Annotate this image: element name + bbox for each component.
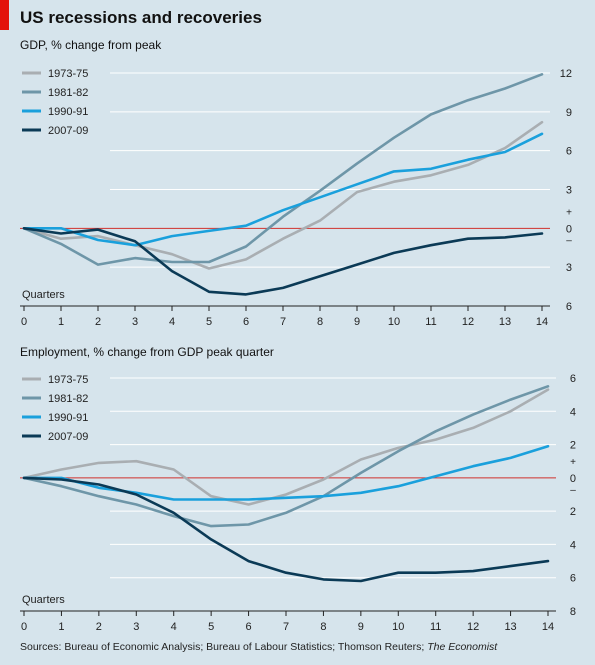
chart2-x-axis-title: Quarters [22,594,65,606]
chart2-x-tick-label: 5 [208,621,214,633]
chart1-x-tick-label: 3 [132,316,138,328]
chart2-x-tick-label: 1 [58,621,64,633]
source-publication: The Economist [427,641,498,653]
chart2-y-tick-label: 2 [570,506,576,518]
chart1-y-tick-label: 12 [560,68,572,80]
chart1-legend-label: 1981-82 [48,87,88,99]
chart1-series-line-1973-75 [22,120,544,270]
chart2-subtitle: Employment, % change from GDP peak quart… [20,345,274,359]
chart2-minus-sign: – [570,485,576,496]
chart2-series-line-1990-91 [22,444,550,501]
chart1-x-tick-label: 11 [425,316,436,328]
chart2-y-tick-label: 0 [570,473,576,485]
chart2-x-tick-label: 11 [430,621,441,633]
chart1-plus-sign: + [566,207,572,218]
chart1-series-line-1990-91 [22,132,544,247]
chart2-x-tick-label: 7 [283,621,289,633]
source-text: Sources: Bureau of Economic Analysis; Bu… [20,641,428,653]
chart2-legend-label: 1973-75 [48,374,88,386]
chart2-legend-label: 2007-09 [48,431,88,443]
source-note: Sources: Bureau of Economic Analysis; Bu… [20,641,497,653]
chart2-legend-label: 1981-82 [48,393,88,405]
chart2-plus-sign: + [570,457,576,468]
chart2-y-tick-label: 2 [570,440,576,452]
chart1-series-line-2007-09 [22,227,544,296]
chart1-x-tick-label: 12 [462,316,474,328]
chart2-series-line-2007-09 [22,476,550,583]
chart2-x-tick-label: 13 [504,621,516,633]
chart1-x-tick-label: 10 [388,316,400,328]
chart2-x-tick-label: 6 [246,621,252,633]
chart1-x-tick-label: 0 [21,316,27,328]
chart1-minus-sign: – [566,235,572,246]
chart1-x-tick-label: 13 [499,316,511,328]
chart2-x-tick-label: 4 [171,621,177,633]
chart1-x-tick-label: 8 [317,316,323,328]
chart1-x-tick-label: 4 [169,316,175,328]
chart2-x-tick-label: 12 [467,621,479,633]
chart1-y-tick-label: 0 [566,223,572,235]
chart1-x-axis-title: Quarters [22,289,65,301]
chart2-y-tick-label: 4 [570,406,576,418]
chart1-x-tick-label: 9 [354,316,360,328]
chart1-legend-label: 1990-91 [48,106,88,118]
chart1-legend-label: 2007-09 [48,125,88,137]
chart2-series-line-1981-82 [22,385,550,528]
chart2-x-tick-label: 9 [358,621,364,633]
chart1-x-tick-label: 14 [536,316,548,328]
chart1-y-tick-label: 6 [566,146,572,158]
chart1-y-tick-label: 6 [566,301,572,313]
chart2-y-tick-label: 6 [570,373,576,385]
chart2-x-tick-label: 0 [21,621,27,633]
chart1-x-tick-label: 7 [280,316,286,328]
chart2-y-tick-label: 4 [570,539,576,551]
chart1-y-tick-label: 3 [566,262,572,274]
chart1-series-line-1981-82 [22,73,544,266]
chart1-subtitle: GDP, % change from peak [20,38,162,52]
employment-chart: Employment, % change from GDP peak quart… [20,345,576,633]
chart2-x-tick-label: 2 [96,621,102,633]
chart2-y-tick-label: 8 [570,606,576,618]
chart1-x-tick-label: 1 [58,316,64,328]
chart2-legend-label: 1990-91 [48,412,88,424]
brand-red-tab [0,0,9,30]
chart2-x-tick-label: 10 [392,621,404,633]
chart1-y-tick-label: 3 [566,185,572,197]
chart1-legend-label: 1973-75 [48,68,88,80]
chart2-x-tick-label: 8 [320,621,326,633]
chart2-series-line-1973-75 [22,388,550,506]
chart2-x-tick-label: 3 [133,621,139,633]
chart1-x-tick-label: 6 [243,316,249,328]
chart2-y-tick-label: 6 [570,573,576,585]
chart1-y-tick-label: 9 [566,107,572,119]
chart1-x-tick-label: 5 [206,316,212,328]
main-title: US recessions and recoveries [20,8,262,27]
chart1-x-tick-label: 2 [95,316,101,328]
chart2-x-tick-label: 14 [542,621,554,633]
